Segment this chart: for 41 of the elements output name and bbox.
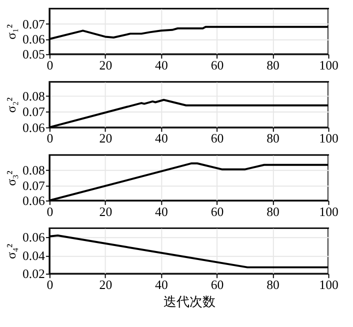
y-tick-label: 0.08 [22, 89, 45, 104]
y-tick-label: 0.02 [22, 267, 45, 282]
x-tick-label: 40 [155, 278, 168, 292]
y-tick-label: 0.06 [22, 194, 46, 208]
y-tick-label: 0.07 [22, 105, 46, 120]
x-tick-label: 100 [319, 58, 338, 72]
x-tick-label: 60 [210, 58, 224, 72]
x-tick-label: 20 [99, 278, 112, 292]
x-tick-label: 80 [266, 204, 280, 219]
x-tick-label: 100 [319, 204, 338, 219]
x-tick-label: 100 [319, 132, 338, 146]
x-tick-label: 0 [46, 58, 54, 72]
x-tick-label: 20 [99, 132, 112, 146]
x-tick-label: 60 [210, 204, 224, 219]
y-tick-label: 0.08 [22, 164, 45, 178]
y-axis-title: σ₃² [4, 170, 19, 186]
x-tick-label: 40 [155, 58, 168, 72]
x-tick-label: 80 [266, 278, 280, 292]
x-tick-label: 40 [155, 132, 168, 146]
y-axis-title: σ₄² [4, 244, 19, 260]
y-axis-title: σ₂² [4, 97, 19, 113]
x-tick-label: 60 [210, 278, 224, 292]
x-tick-label: 20 [99, 204, 112, 219]
y-axis-title: σ₁² [4, 24, 19, 40]
y-tick-label: 0.06 [22, 32, 46, 46]
x-tick-label: 0 [46, 204, 54, 219]
x-tick-label: 100 [319, 278, 338, 292]
x-tick-label: 60 [210, 132, 224, 146]
x-tick-label: 40 [155, 204, 168, 219]
y-tick-label: 0.07 [22, 17, 46, 32]
y-tick-label: 0.06 [22, 120, 46, 135]
y-tick-label: 0.07 [22, 178, 46, 193]
x-tick-label: 80 [266, 58, 280, 72]
y-tick-label: 0.06 [22, 230, 46, 245]
x-axis-title: 迭代次数 [163, 294, 216, 309]
x-tick-label: 0 [46, 132, 54, 146]
y-tick-label: 0.05 [22, 48, 45, 62]
x-tick-label: 20 [99, 58, 112, 72]
y-tick-label: 0.04 [22, 248, 46, 263]
x-tick-label: 80 [266, 132, 280, 146]
x-tick-label: 0 [46, 278, 54, 292]
